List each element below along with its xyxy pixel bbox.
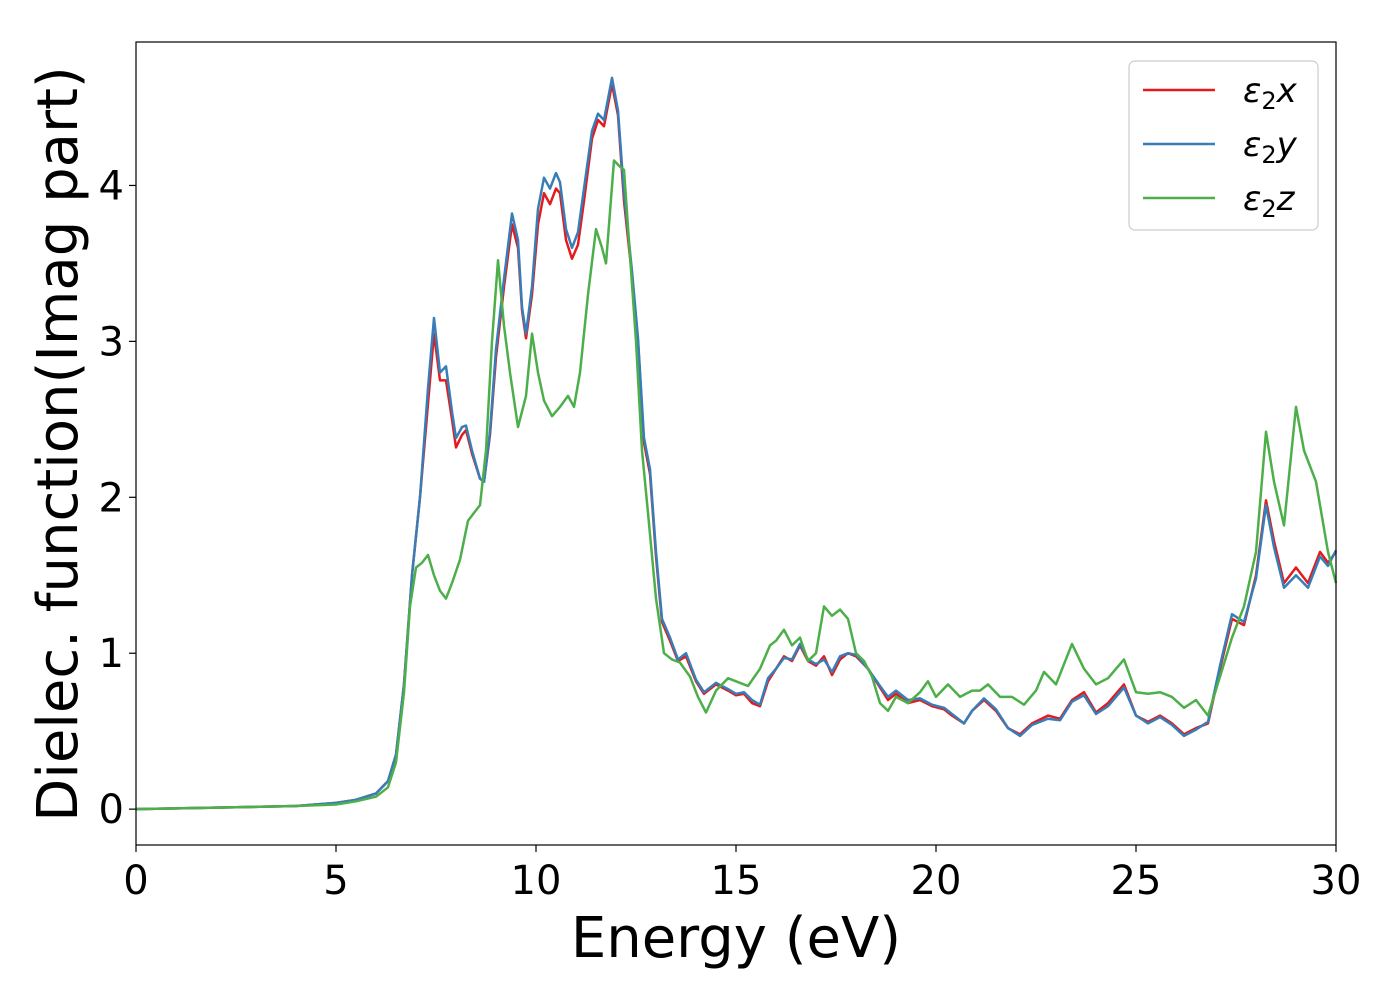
y-tick-label: 3: [99, 319, 124, 365]
x-axis-ticks: 0 5 10 15 20 25 30: [123, 845, 1361, 904]
series-line-2: [135, 76, 1338, 811]
y-tick-label: 0: [99, 787, 124, 833]
x-tick-label: 10: [511, 858, 562, 904]
x-tick-label: 25: [1111, 858, 1162, 904]
x-axis-title: Energy (eV): [571, 906, 901, 971]
y-tick-label: 2: [99, 475, 124, 521]
legend-label-3: ε2z: [1243, 179, 1296, 223]
legend-label-2: ε2y: [1243, 125, 1298, 169]
y-tick-label: 4: [99, 163, 124, 209]
x-tick-label: 5: [323, 858, 348, 904]
legend: ε2x ε2y ε2z: [1128, 60, 1319, 231]
series-line-3: [135, 159, 1338, 811]
x-tick-label: 15: [711, 858, 762, 904]
y-axis-ticks: 0 1 2 3 4: [99, 163, 136, 833]
legend-box: [1128, 60, 1319, 231]
x-tick-label: 30: [1311, 858, 1362, 904]
legend-label-1: ε2x: [1243, 71, 1298, 115]
x-tick-label: 20: [911, 858, 962, 904]
series-lines: [135, 76, 1338, 811]
y-tick-label: 1: [99, 631, 124, 677]
y-axis-title: Dielec. function(Imag part): [26, 66, 91, 822]
x-tick-label: 0: [123, 858, 148, 904]
